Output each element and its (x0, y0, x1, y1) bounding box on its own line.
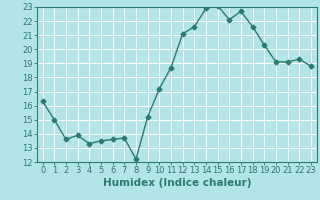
X-axis label: Humidex (Indice chaleur): Humidex (Indice chaleur) (102, 178, 251, 188)
